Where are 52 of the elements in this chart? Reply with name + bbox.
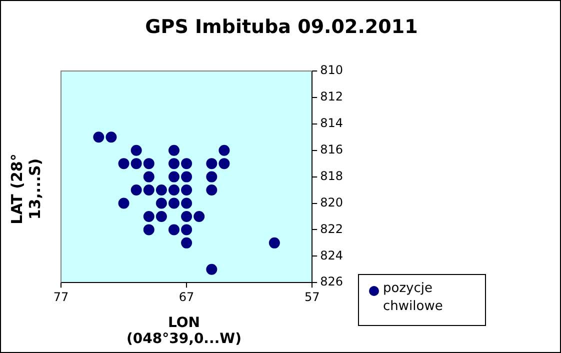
point: [143, 158, 154, 170]
chart-title: GPS Imbituba 09.02.2011: [144, 16, 419, 38]
point: [130, 158, 142, 170]
point: [206, 184, 218, 196]
x-axis-title: LON (048°39,0...W): [126, 315, 242, 347]
point: [143, 171, 154, 182]
point: [181, 184, 192, 196]
point: [218, 158, 230, 170]
point: [268, 237, 280, 248]
point: [156, 198, 167, 209]
point: [181, 224, 192, 236]
point: [181, 198, 192, 209]
point: [168, 224, 180, 236]
point: [168, 198, 180, 209]
point: [168, 171, 180, 182]
y-tick-label: 826: [320, 274, 343, 289]
point: [130, 144, 142, 156]
point: [181, 158, 192, 170]
point: [143, 224, 154, 236]
x-tick-label: 77: [53, 290, 69, 304]
y-tick-label: 824: [320, 248, 343, 262]
point: [206, 171, 218, 182]
y-tick-label: 812: [320, 90, 343, 104]
point: [143, 210, 154, 222]
point: [156, 210, 167, 222]
point: [130, 184, 142, 196]
point: [206, 158, 218, 170]
point: [93, 132, 104, 143]
point: [143, 184, 154, 196]
y-tick-label: 820: [320, 195, 343, 210]
point: [118, 158, 130, 170]
point: [181, 210, 192, 222]
point: [156, 184, 167, 196]
y-tick-label: 816: [320, 142, 343, 156]
x-tick-label: 67: [178, 290, 194, 304]
point: [206, 264, 218, 275]
point: [106, 132, 117, 143]
point: [168, 144, 180, 156]
point: [181, 237, 192, 248]
y-tick-label: 814: [320, 116, 343, 130]
x-tick-label: 57: [304, 290, 320, 304]
y-tick-label: 810: [320, 63, 343, 78]
point: [218, 144, 230, 156]
point: [118, 198, 130, 209]
point: [168, 158, 180, 170]
y-axis-title: LAT (28° 13,...S): [8, 152, 44, 226]
point: [194, 210, 205, 222]
y-tick-label: 818: [320, 168, 343, 183]
point: [168, 184, 180, 196]
y-tick-label: 822: [320, 222, 343, 236]
point: [181, 171, 192, 182]
legend-label: pozycje chwilowe: [383, 280, 444, 316]
